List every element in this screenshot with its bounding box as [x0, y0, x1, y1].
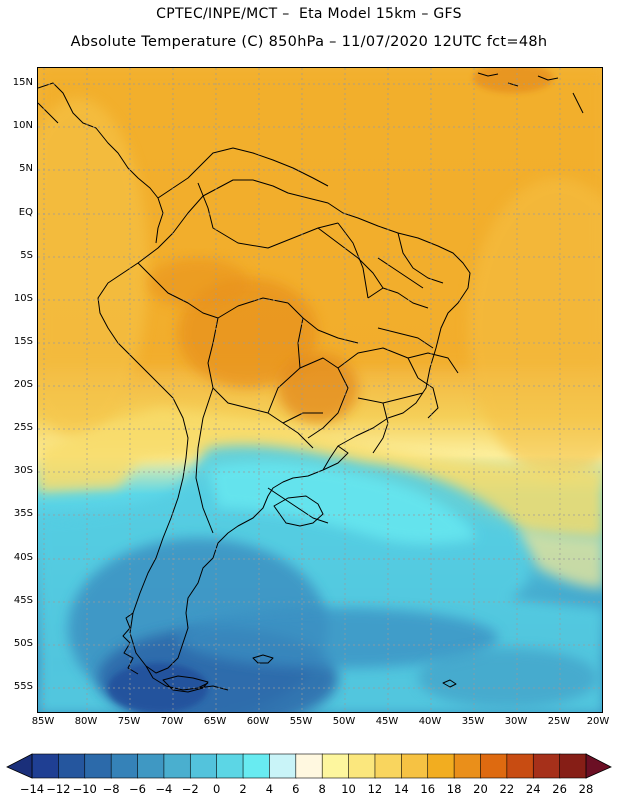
colorbar-tick-label: −8 — [102, 782, 120, 796]
coastlines — [38, 72, 584, 693]
colorbar-tick-label: 4 — [265, 782, 274, 796]
colorbar-swatch — [348, 753, 376, 779]
colorbar-tick-label: −6 — [129, 782, 146, 796]
lon-label-25w: 25W — [547, 716, 571, 727]
colorbar-swatch — [137, 753, 165, 779]
colorbar-tick-label: −14 — [19, 782, 45, 796]
colorbar-swatch — [401, 753, 429, 779]
temperature-field — [38, 68, 602, 712]
colorbar-tick-label: 28 — [578, 782, 594, 796]
colorbar-tick-label: 18 — [446, 782, 462, 796]
lon-label-40w: 40W — [418, 716, 442, 727]
colorbar-tick-label: 6 — [292, 782, 300, 796]
colorbar-swatch — [242, 753, 271, 779]
colorbar-tick-label: 10 — [341, 782, 356, 796]
colorbar-swatch — [374, 753, 403, 779]
colorbar-tick-label: 8 — [318, 782, 326, 796]
lat-label-45s: 45S — [13, 595, 33, 606]
colorbar-swatch — [321, 753, 350, 779]
colorbar-swatch — [506, 753, 535, 779]
colorbar-tick-label: 0 — [212, 782, 221, 796]
lat-label-15n: 15N — [12, 77, 33, 88]
colorbar-tick-label: 22 — [499, 782, 515, 796]
lat-label-5n: 5N — [19, 163, 33, 174]
lat-label-25s: 25S — [13, 422, 33, 433]
colorbar-tick-label: 20 — [473, 782, 488, 796]
lat-label-10n: 10N — [12, 120, 33, 131]
colorbar-tick-label: −2 — [181, 782, 199, 796]
lat-label-15s: 15S — [13, 336, 33, 347]
lat-label-10s: 10S — [13, 293, 33, 304]
lon-label-35w: 35W — [461, 716, 485, 727]
lat-label-50s: 50S — [13, 638, 33, 649]
lon-label-65w: 65W — [203, 716, 227, 727]
lon-label-60w: 60W — [246, 716, 270, 727]
lon-label-80w: 80W — [74, 716, 98, 727]
colorbar-swatch — [189, 753, 218, 779]
colorbar-swatch — [532, 753, 561, 779]
colorbar-swatch — [110, 753, 139, 779]
temperature-map — [37, 67, 603, 713]
colorbar-swatch — [427, 753, 455, 779]
colorbar-tick-label: 12 — [367, 782, 383, 796]
colorbar-swatch — [295, 753, 323, 779]
lon-label-45w: 45W — [375, 716, 399, 727]
map-title-line-2: Absolute Temperature (C) 850hPa – 11/07/… — [70, 34, 548, 50]
colorbar-tick-label: 24 — [525, 782, 541, 796]
lat-label-35s: 35S — [13, 508, 33, 519]
colorbar-swatch — [269, 753, 297, 779]
colorbar-swatch — [216, 753, 244, 779]
lat-label-40s: 40S — [13, 552, 33, 563]
colorbar-tick-label: −12 — [46, 782, 71, 796]
lon-label-55w: 55W — [289, 716, 313, 727]
temperature-colorbar — [6, 753, 612, 779]
colorbar-tick-label: −10 — [72, 782, 97, 796]
colorbar-tick-label: 26 — [552, 782, 567, 796]
lat-label-eq: EQ — [18, 207, 33, 218]
colorbar-under-triangle — [6, 753, 33, 779]
lat-label-55s: 55S — [13, 681, 33, 692]
colorbar-tick-label: 2 — [239, 782, 247, 796]
lon-label-50w: 50W — [332, 716, 356, 727]
colorbar-over-triangle — [585, 753, 612, 779]
lat-label-30s: 30S — [13, 465, 33, 476]
lon-label-85w: 85W — [31, 716, 55, 727]
map-title-line-1: CPTEC/INPE/MCT – Eta Model 15km – GFS — [156, 6, 462, 22]
lon-label-70w: 70W — [160, 716, 184, 727]
colorbar-tick-label: −4 — [155, 782, 173, 796]
lon-label-20w: 20W — [586, 716, 610, 727]
colorbar-swatch — [480, 753, 508, 779]
lon-label-30w: 30W — [504, 716, 528, 727]
colorbar-tick-label: 14 — [394, 782, 409, 796]
colorbar-swatch — [84, 753, 112, 779]
colorbar-swatches — [31, 753, 587, 779]
colorbar-tick-label: 16 — [420, 782, 436, 796]
graticule — [38, 68, 602, 712]
colorbar-swatch — [453, 753, 482, 779]
colorbar-swatch — [163, 753, 192, 779]
colorbar-swatch — [58, 753, 86, 779]
lat-label-20s: 20S — [13, 379, 33, 390]
colorbar-swatch — [559, 753, 587, 779]
lat-label-5s: 5S — [20, 250, 33, 261]
colorbar-swatch — [31, 753, 60, 779]
lon-label-75w: 75W — [117, 716, 141, 727]
